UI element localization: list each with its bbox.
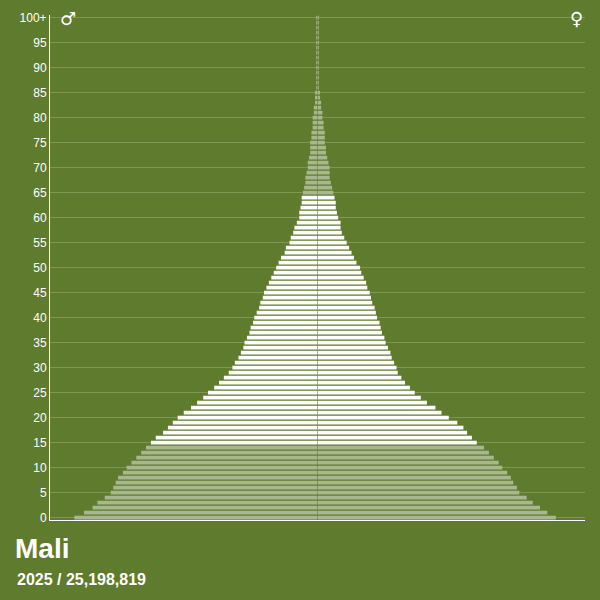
svg-text:45: 45 bbox=[33, 286, 47, 300]
svg-text:15: 15 bbox=[33, 436, 47, 450]
svg-text:0: 0 bbox=[40, 511, 47, 525]
svg-text:70: 70 bbox=[33, 161, 47, 175]
svg-text:100+: 100+ bbox=[20, 11, 47, 25]
svg-text:75: 75 bbox=[33, 136, 47, 150]
svg-text:10: 10 bbox=[33, 461, 47, 475]
svg-text:30: 30 bbox=[33, 361, 47, 375]
svg-text:55: 55 bbox=[33, 236, 47, 250]
svg-text:35: 35 bbox=[33, 336, 47, 350]
svg-text:2025 / 25,198,819: 2025 / 25,198,819 bbox=[17, 571, 146, 588]
svg-text:25: 25 bbox=[33, 386, 47, 400]
svg-text:65: 65 bbox=[33, 186, 47, 200]
svg-text:50: 50 bbox=[33, 261, 47, 275]
svg-text:5: 5 bbox=[40, 486, 47, 500]
svg-text:40: 40 bbox=[33, 311, 47, 325]
svg-text:60: 60 bbox=[33, 211, 47, 225]
svg-text:Mali: Mali bbox=[15, 533, 69, 564]
svg-text:♂: ♂ bbox=[60, 8, 76, 29]
svg-text:20: 20 bbox=[33, 411, 47, 425]
svg-text:90: 90 bbox=[33, 61, 47, 75]
svg-text:85: 85 bbox=[33, 86, 47, 100]
svg-text:95: 95 bbox=[33, 36, 47, 50]
svg-text:80: 80 bbox=[33, 111, 47, 125]
svg-text:♀: ♀ bbox=[570, 8, 583, 29]
